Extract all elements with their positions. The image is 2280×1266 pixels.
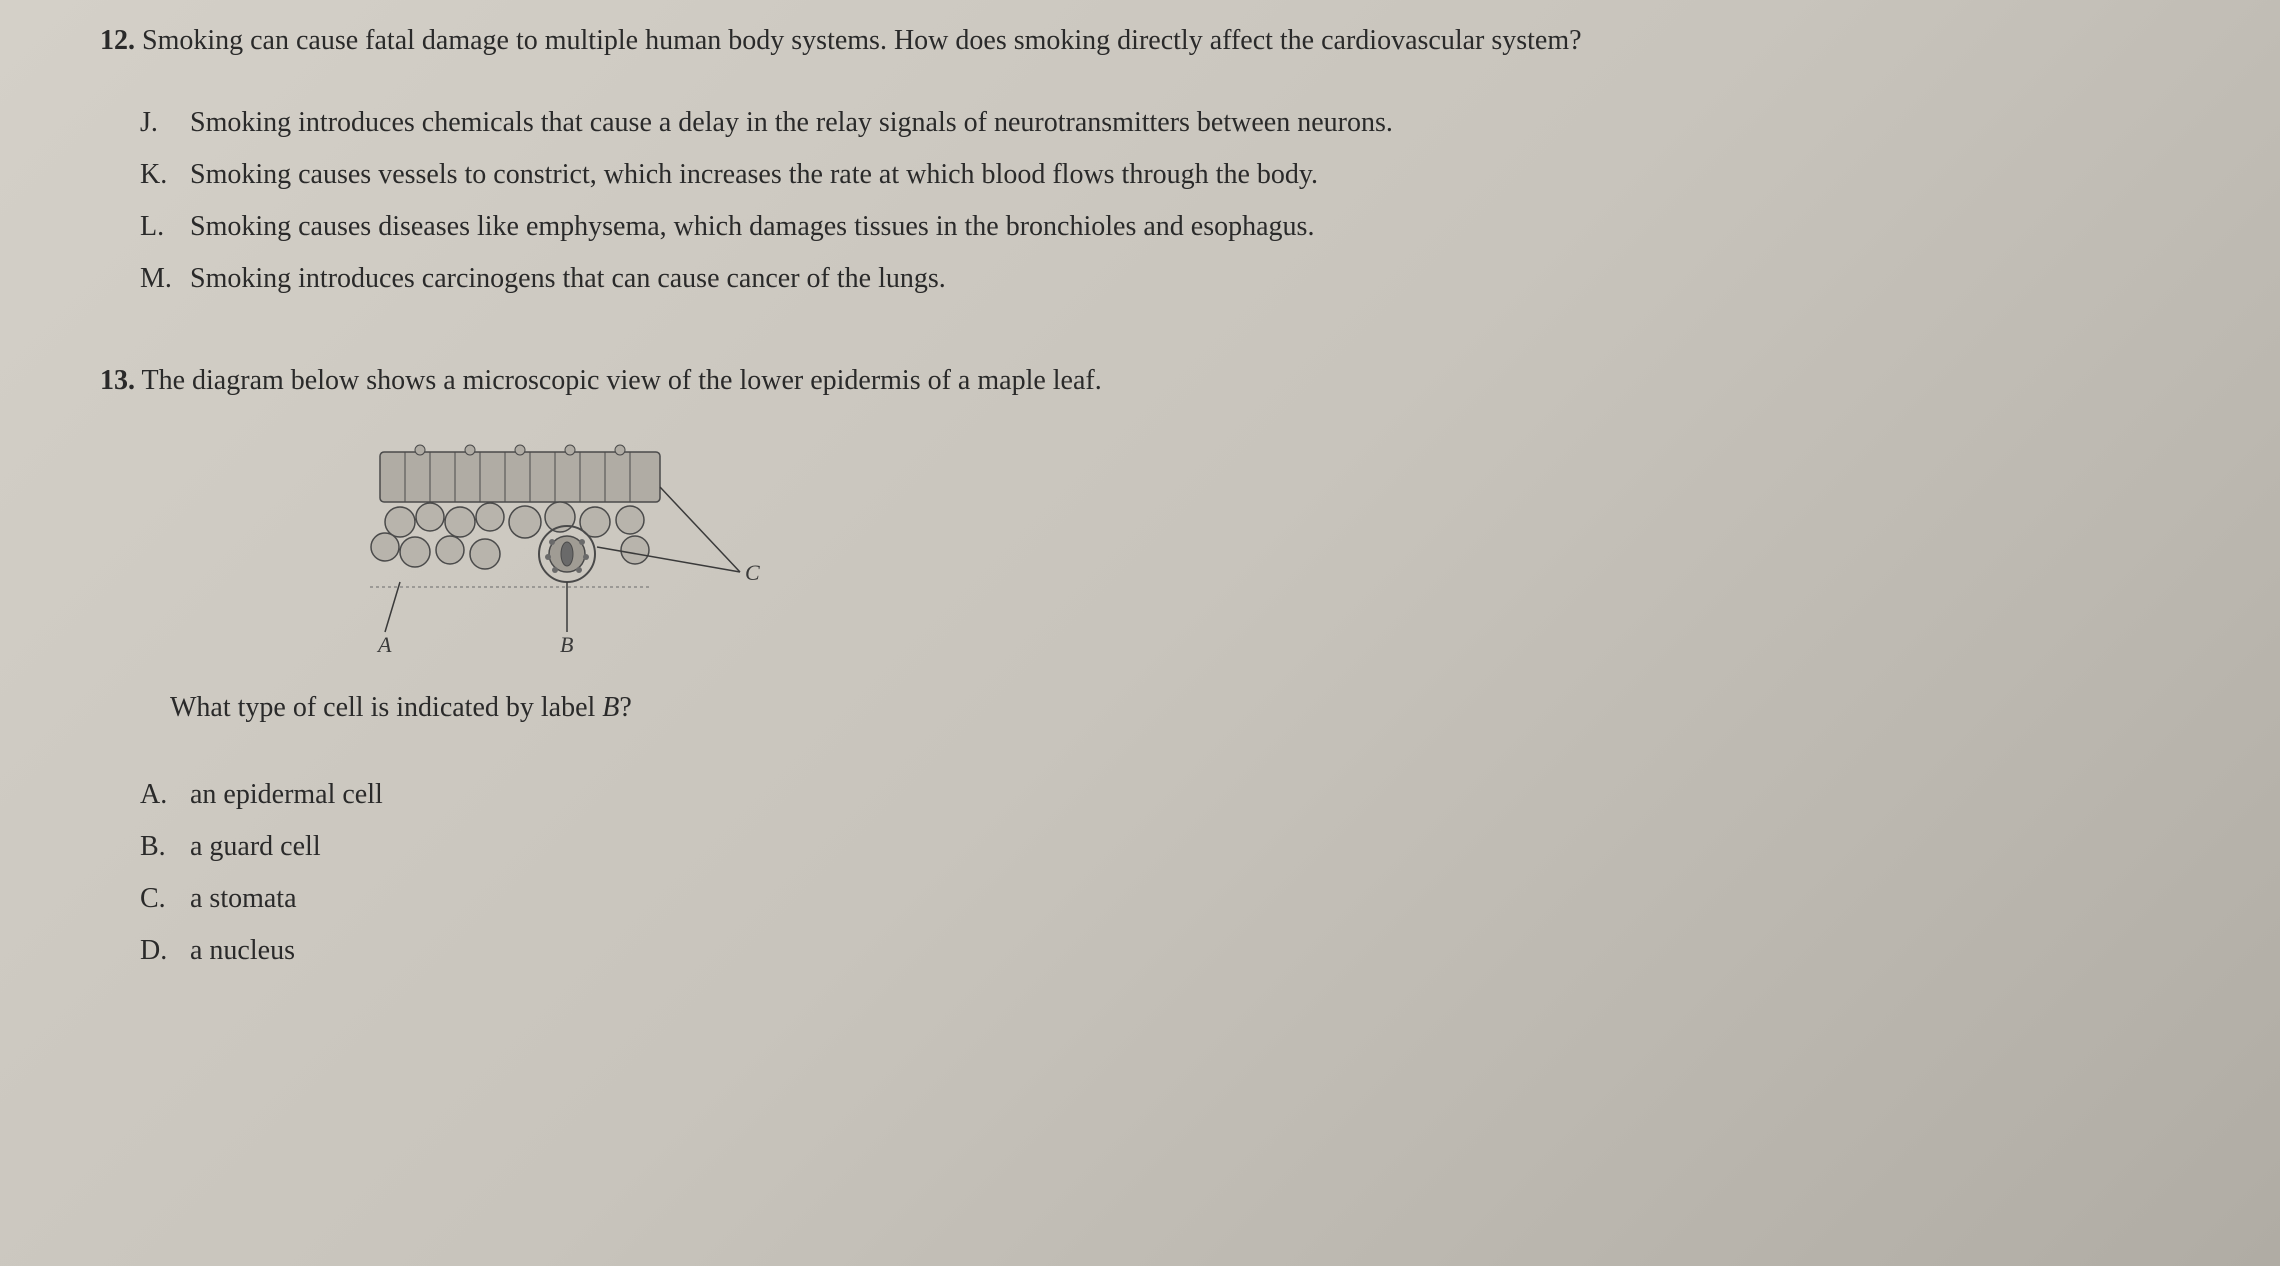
option-text: a stomata: [190, 878, 2180, 920]
question-13-text: The diagram below shows a microscopic vi…: [142, 365, 1102, 396]
option-row: J. Smoking introduces chemicals that cau…: [140, 102, 2180, 144]
option-row: K. Smoking causes vessels to constrict, …: [140, 154, 2180, 196]
diagram-label-b: B: [560, 632, 573, 657]
question-12-number: 12.: [100, 25, 135, 56]
option-row: C. a stomata: [140, 878, 2180, 920]
option-letter: C.: [140, 878, 190, 920]
option-row: L. Smoking causes diseases like emphysem…: [140, 206, 2180, 248]
option-letter: J.: [140, 102, 190, 144]
option-text: Smoking causes vessels to constrict, whi…: [190, 154, 2180, 196]
question-13-subtext: What type of cell is indicated by label …: [170, 692, 2180, 724]
option-letter: B.: [140, 826, 190, 868]
option-letter: D.: [140, 930, 190, 972]
subtext-prefix: What type of cell is indicated by label: [170, 692, 602, 723]
option-letter: M.: [140, 258, 190, 300]
option-letter: L.: [140, 206, 190, 248]
question-13-options: A. an epidermal cell B. a guard cell C. …: [100, 774, 2180, 972]
diagram-label-a: A: [376, 632, 392, 657]
leaf-epidermis-svg: A B C: [330, 442, 830, 662]
option-letter: K.: [140, 154, 190, 196]
leaf-diagram: A B C: [330, 442, 830, 662]
question-13-header: 13. The diagram below shows a microscopi…: [100, 360, 2180, 402]
option-text: Smoking introduces chemicals that cause …: [190, 102, 2180, 144]
option-text: a nucleus: [190, 930, 2180, 972]
diagram-label-c: C: [745, 560, 760, 585]
option-text: a guard cell: [190, 826, 2180, 868]
palisade-layer: [380, 445, 660, 502]
spongy-mesophyll: [371, 502, 649, 569]
option-row: B. a guard cell: [140, 826, 2180, 868]
subtext-label: B: [602, 692, 619, 723]
option-row: M. Smoking introduces carcinogens that c…: [140, 258, 2180, 300]
question-12-header: 12. Smoking can cause fatal damage to mu…: [100, 20, 2180, 62]
subtext-suffix: ?: [619, 692, 631, 723]
question-12: 12. Smoking can cause fatal damage to mu…: [100, 20, 2180, 300]
option-text: Smoking introduces carcinogens that can …: [190, 258, 2180, 300]
option-row: A. an epidermal cell: [140, 774, 2180, 816]
question-13: 13. The diagram below shows a microscopi…: [100, 360, 2180, 972]
question-13-number: 13.: [100, 365, 135, 396]
option-row: D. a nucleus: [140, 930, 2180, 972]
option-letter: A.: [140, 774, 190, 816]
option-text: Smoking causes diseases like emphysema, …: [190, 206, 2180, 248]
option-text: an epidermal cell: [190, 774, 2180, 816]
stomata-structure: [539, 526, 595, 582]
question-12-options: J. Smoking introduces chemicals that cau…: [100, 102, 2180, 300]
question-12-text: Smoking can cause fatal damage to multip…: [142, 25, 1582, 56]
